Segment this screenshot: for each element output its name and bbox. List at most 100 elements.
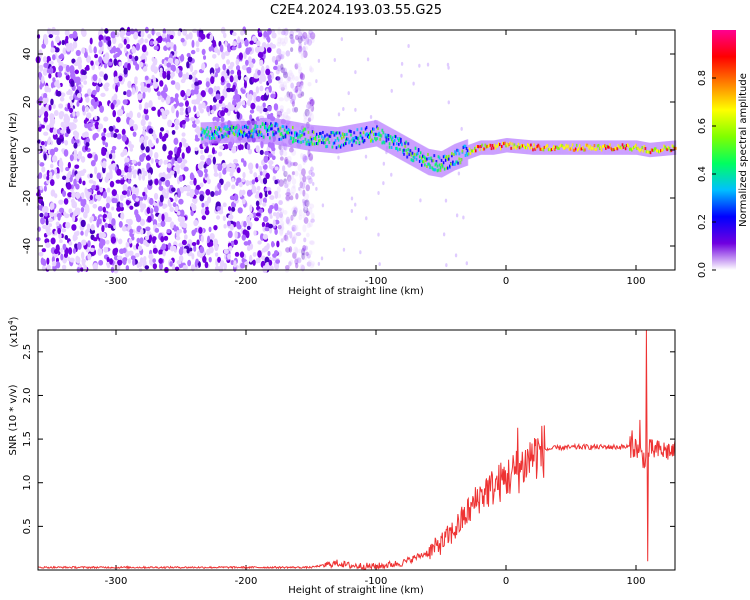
spectrogram-cell [419,151,422,155]
spectrogram-cell [452,160,454,164]
spectrogram-cell [568,147,571,151]
spectrogram-cell [474,146,476,150]
spectrogram-cell [53,110,59,117]
spectrogram-cell [433,154,436,158]
spectrogram-cell [609,143,612,147]
colorbar: 0.00.20.40.60.8 Normalized spectral ampl… [697,30,749,278]
spectrogram-cell [292,184,296,189]
spectrogram-cell [283,85,288,90]
spectrogram-cell [308,124,311,151]
spectrogram-cell [264,117,267,145]
spectrogram-cell [308,207,313,215]
spectrogram-cell [430,149,432,176]
spectrogram-cell [324,126,326,153]
spectrogram-cell [619,145,622,149]
spectrogram-cell [226,59,231,65]
spectrogram-cell [48,104,52,111]
spectrogram-cell [285,192,291,197]
spectrogram-cell [308,169,313,175]
spectrogram-cell [89,49,93,54]
spectrogram-cell [230,125,233,129]
spectrogram-cell [284,119,287,147]
spectrogram-cell [189,172,194,181]
spectrogram-cell [306,140,309,144]
spectrogram-cell [262,177,268,185]
spectrogram-cell [635,140,637,155]
spectrogram-cell [254,120,257,143]
spectrogram-cell [550,148,553,152]
spectrogram-cell [268,126,270,130]
spectrogram-cell [262,234,269,240]
spectrogram-cell [467,152,470,156]
spectrogram-cell [43,62,49,69]
spectrogram-cell [308,177,313,184]
spectrogram-cell [233,121,236,143]
spectrogram-cell [190,89,195,96]
spectrogram-cell [106,256,110,263]
spectrogram-cell [398,138,400,142]
spectrogram-cell [427,148,429,175]
spectrogram-cell [256,133,259,137]
spectrogram-cell [281,41,287,47]
spectrogram-cell [58,111,64,120]
spectrogram-cell [180,209,185,218]
spectrogram-cell [594,148,597,152]
spectrogram-cell [157,35,163,44]
spectrogram-cell [242,126,244,130]
spectrogram-cell [309,142,312,146]
spectrogram-cell [294,85,298,94]
spectrogram-cell [200,133,203,137]
spectrogram-cell [346,137,348,141]
spectrogram-cell [229,126,232,130]
colorbar-tick-label: 0.8 [697,70,708,86]
spectrogram-cell [408,138,410,165]
spectrogram-cell [390,88,393,93]
spectrogram-cell [85,64,90,70]
spectrogram-cell [299,135,302,139]
spectrogram-cell [400,73,403,78]
spectrogram-cell [166,228,171,234]
spectrogram-cell [80,219,86,228]
spectrogram-cell [309,67,315,73]
spectrogram-cell [56,83,61,89]
spectrogram-cell [194,118,200,125]
spectrogram-cell [270,127,272,131]
spectrogram-cell [169,41,175,49]
spectrogram-cell [218,151,223,157]
spectrogram-cell [283,135,286,139]
spectrogram-cell [285,195,291,201]
spectrogram-cell [302,154,307,162]
spectrogram-cell [181,152,185,159]
spectrogram-cell [393,129,396,157]
x-tick-label: -300 [105,276,128,287]
spectrogram-cell [145,235,150,241]
spectrogram-cell [627,144,630,148]
spectrogram-cell [419,198,422,203]
spectrogram-cell [354,70,357,75]
spectrogram-cell [403,148,406,152]
spectrogram-cell [215,252,219,257]
spectrogram-cell [308,153,314,161]
spectrogram-cell [152,247,158,254]
spectrogram-cell [300,52,304,60]
spectrogram-cell [385,136,388,140]
spectrogram-cell [388,142,391,146]
spectrogram-cell [326,133,329,137]
spectrogram-cell [208,137,211,141]
spectrogram-cell [381,123,383,150]
spectrogram-cell [138,103,142,111]
spectrogram-cell [646,150,649,154]
spectrogram-cell [434,150,436,177]
spectrogram-cell [545,144,548,148]
spectrogram-cell [606,144,608,148]
spectrogram-cell [287,176,292,185]
spectrogram-cell [349,139,352,143]
spectrogram-cell [306,110,312,119]
spectrogram-cell [658,141,660,157]
spectrogram-cell [124,165,129,173]
spectrogram-cell [217,128,219,132]
spectrogram-cell [240,144,244,150]
spectrogram-cell [38,251,44,257]
spectrogram-cell [502,141,504,145]
